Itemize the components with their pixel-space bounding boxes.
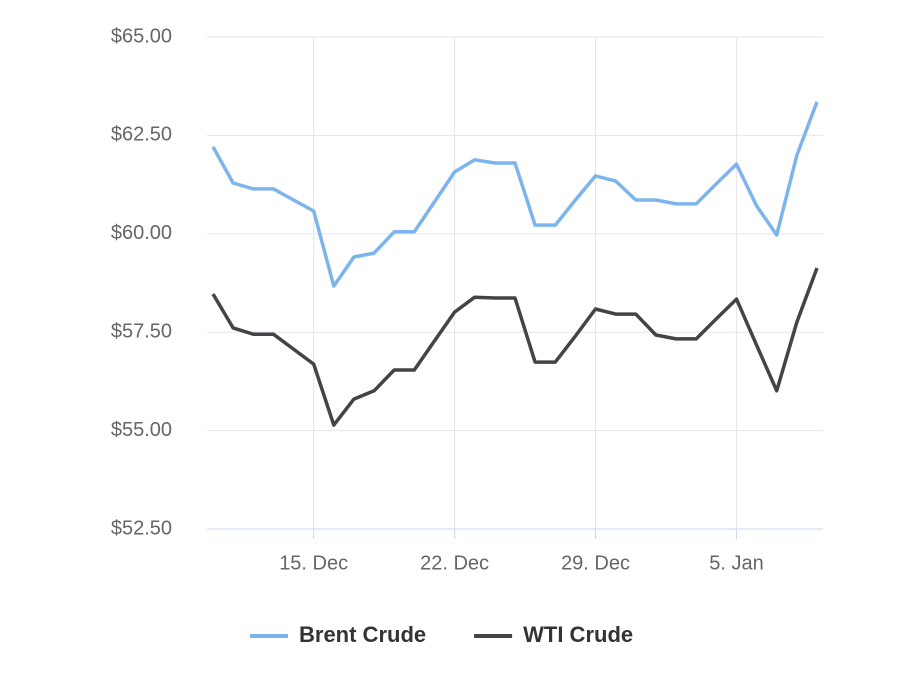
x-tick-label: 15. Dec	[279, 552, 348, 574]
legend: Brent Crude WTI Crude	[250, 622, 633, 647]
legend-label: WTI Crude	[523, 622, 633, 647]
x-tick-label: 22. Dec	[420, 552, 489, 574]
legend-label: Brent Crude	[299, 622, 426, 647]
x-tick-label: 5. Jan	[709, 552, 763, 574]
y-tick-label: $57.50	[111, 320, 172, 342]
line	[211, 267, 819, 427]
line	[211, 101, 819, 288]
y-tick-label: $65.00	[111, 25, 172, 47]
x-tick-label: 29. Dec	[561, 552, 630, 574]
y-tick-label: $60.00	[111, 222, 172, 244]
y-tick-label: $52.50	[111, 517, 172, 539]
y-tick-label: $62.50	[111, 124, 172, 146]
y-tick-label: $55.00	[111, 419, 172, 441]
